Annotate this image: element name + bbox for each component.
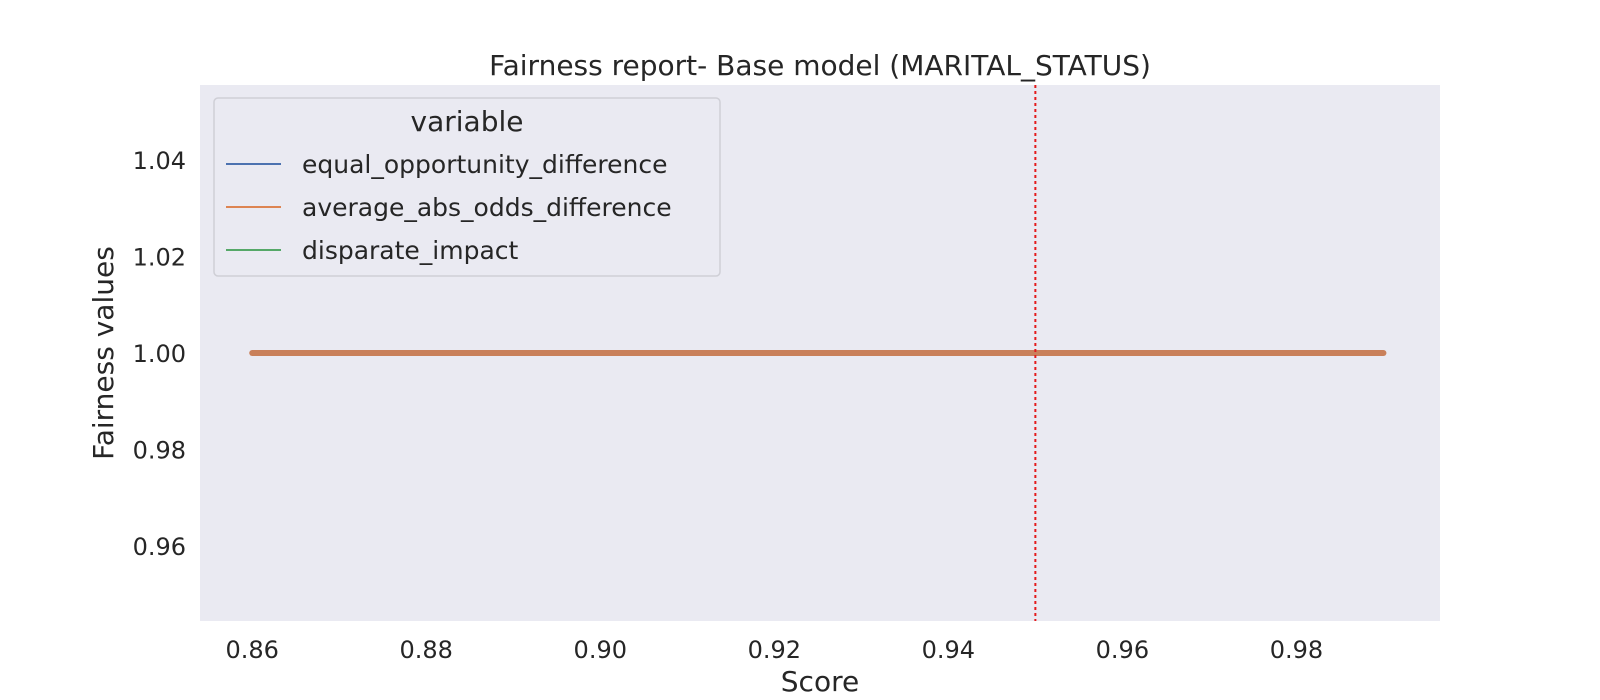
marks-layer: [249, 85, 1387, 621]
y-axis-label: Fairness values: [87, 246, 120, 460]
x-tick-label-4: 0.92: [748, 636, 801, 664]
x-tick-label-3: 0.90: [574, 636, 627, 664]
y-tick-label-4: 1.02: [133, 243, 186, 271]
y-tick-label-1: 0.96: [133, 533, 186, 561]
x-tick-label-6: 0.96: [1096, 636, 1149, 664]
legend: variable equal_opportunity_differenceave…: [213, 97, 721, 277]
legend-entries: equal_opportunity_difference average_abs_…: [226, 150, 672, 265]
x-tick-label-5: 0.94: [922, 636, 975, 664]
x-tick-label-7: 0.98: [1270, 636, 1323, 664]
y-tick-layer: 0.96 0.98 1.00 1.02 1.04: [133, 147, 186, 561]
x-axis-label: Score: [781, 665, 859, 698]
x-tick-layer: 0.86 0.88 0.90 0.92 0.94 0.96 0.98: [225, 636, 1323, 664]
chart-title: Fairness report- Base model (MARITAL_STA…: [489, 49, 1151, 82]
y-tick-label-3: 1.00: [133, 340, 186, 368]
y-tick-label-2: 0.98: [133, 437, 186, 465]
legend-label-3: disparate_impact: [302, 236, 519, 265]
legend-label-2: average_abs_odds_difference: [302, 193, 672, 222]
legend-label-1: equal_opportunity_difference: [302, 150, 668, 179]
legend-box: [213, 97, 721, 277]
legend-title: variable: [411, 105, 524, 138]
x-tick-label-1: 0.86: [225, 636, 278, 664]
x-tick-label-2: 0.88: [400, 636, 453, 664]
y-tick-label-5: 1.04: [133, 147, 186, 175]
